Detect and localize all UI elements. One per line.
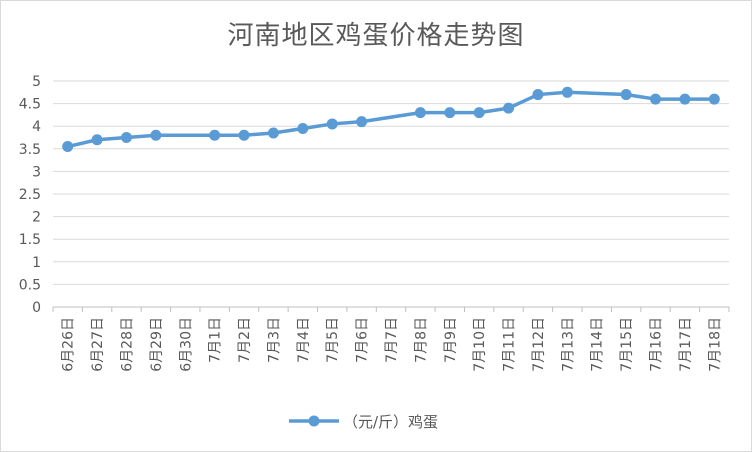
y-tick-label: 5 <box>32 74 41 90</box>
x-tick-label: 7月17日 <box>678 317 694 372</box>
x-tick-label: 7月6日 <box>355 317 371 363</box>
x-tick-label: 7月9日 <box>443 317 459 363</box>
x-tick-label: 7月2日 <box>237 317 253 363</box>
axes <box>52 306 730 312</box>
legend-marker <box>308 415 320 427</box>
y-tick-label: 0.5 <box>19 277 41 293</box>
x-tick-label: 6月27日 <box>90 317 106 372</box>
data-point <box>120 132 132 143</box>
x-tick-label: 6月26日 <box>61 317 77 372</box>
y-axis-ticks: 0 0.5 1 1.5 2 2.5 3 3.5 4 4.5 5 <box>19 74 41 316</box>
x-tick-label: 7月13日 <box>560 317 576 372</box>
x-tick-label: 7月18日 <box>707 317 723 372</box>
x-tick-label: 6月28日 <box>119 317 135 372</box>
x-tick-label: 7月14日 <box>590 317 606 372</box>
x-tick-label: 7月12日 <box>531 317 547 372</box>
data-point <box>679 93 691 105</box>
y-tick-label: 1 <box>32 255 41 271</box>
series-layer <box>62 86 720 153</box>
data-point <box>473 107 485 119</box>
data-point <box>356 116 368 128</box>
data-point <box>297 122 309 134</box>
x-tick-label: 6月29日 <box>149 317 165 372</box>
data-point <box>267 127 279 139</box>
data-point <box>150 129 162 141</box>
x-tick-label: 7月3日 <box>266 317 282 363</box>
y-tick-label: 2.5 <box>19 187 41 203</box>
x-tick-label: 7月15日 <box>619 317 635 372</box>
x-tick-label: 7月7日 <box>384 317 400 363</box>
x-tick-label: 7月1日 <box>208 317 224 363</box>
chart-title: 河南地区鸡蛋价格走势图 <box>227 21 525 51</box>
x-axis-ticks: 6月26日 6月27日 6月28日 6月29日 6月30日 7月1日 7月2日 7月3日 7月4… <box>61 317 724 372</box>
data-point <box>91 134 103 146</box>
data-point <box>708 93 720 105</box>
data-point <box>620 89 632 101</box>
data-point <box>561 86 573 98</box>
data-point <box>62 141 74 153</box>
data-point <box>414 107 426 119</box>
data-point <box>238 129 250 141</box>
legend-label: （元/斤）鸡蛋 <box>343 413 438 431</box>
x-tick-label: 7月16日 <box>649 317 665 372</box>
x-tick-label: 6月30日 <box>178 317 194 372</box>
y-tick-label: 2 <box>32 210 41 226</box>
data-point <box>326 118 338 130</box>
y-tick-label: 4 <box>32 119 41 135</box>
data-point <box>444 107 456 119</box>
legend: （元/斤）鸡蛋 <box>289 413 438 431</box>
y-tick-label: 4.5 <box>19 97 41 113</box>
gridlines <box>53 80 729 285</box>
data-point <box>209 129 221 141</box>
y-tick-label: 3.5 <box>19 142 41 158</box>
y-tick-label: 0 <box>32 300 41 316</box>
data-point <box>532 89 544 101</box>
y-tick-label: 3 <box>32 164 41 180</box>
x-tick-label: 7月8日 <box>413 317 429 363</box>
series-line <box>67 90 715 149</box>
data-point <box>503 102 515 114</box>
x-tick-label: 7月11日 <box>502 317 518 372</box>
data-point <box>650 93 662 105</box>
x-tick-label: 7月10日 <box>472 317 488 372</box>
x-tick-label: 7月4日 <box>296 317 312 363</box>
y-tick-label: 1.5 <box>19 232 41 248</box>
x-tick-label: 7月5日 <box>325 317 341 363</box>
